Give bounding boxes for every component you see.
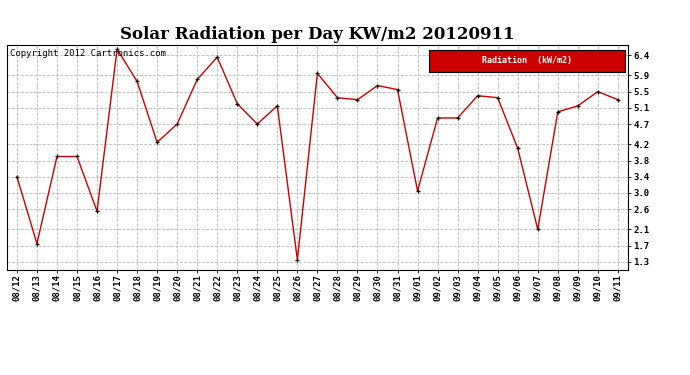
- Point: [192, 76, 203, 82]
- Point: [392, 87, 403, 93]
- Point: [412, 188, 423, 194]
- Point: [252, 121, 263, 127]
- Point: [612, 97, 623, 103]
- Point: [452, 115, 463, 121]
- Point: [112, 46, 123, 52]
- Point: [232, 101, 243, 107]
- Point: [492, 95, 503, 101]
- Point: [332, 95, 343, 101]
- FancyBboxPatch shape: [429, 50, 625, 72]
- Point: [352, 97, 363, 103]
- Point: [32, 241, 43, 247]
- Point: [92, 208, 103, 214]
- Point: [12, 174, 23, 180]
- Point: [212, 54, 223, 60]
- Point: [52, 153, 63, 159]
- Title: Solar Radiation per Day KW/m2 20120911: Solar Radiation per Day KW/m2 20120911: [120, 27, 515, 44]
- Point: [532, 226, 543, 232]
- Point: [172, 121, 183, 127]
- Point: [432, 115, 443, 121]
- Point: [152, 139, 163, 145]
- Text: Copyright 2012 Cartronics.com: Copyright 2012 Cartronics.com: [10, 50, 166, 58]
- Point: [472, 93, 483, 99]
- Point: [592, 88, 603, 94]
- Point: [572, 103, 583, 109]
- Point: [312, 70, 323, 76]
- Point: [552, 109, 563, 115]
- Point: [132, 78, 143, 84]
- Point: [372, 82, 383, 88]
- Point: [292, 257, 303, 263]
- Point: [512, 146, 523, 152]
- Point: [272, 103, 283, 109]
- Text: Radiation  (kW/m2): Radiation (kW/m2): [482, 56, 572, 65]
- Point: [72, 153, 83, 159]
